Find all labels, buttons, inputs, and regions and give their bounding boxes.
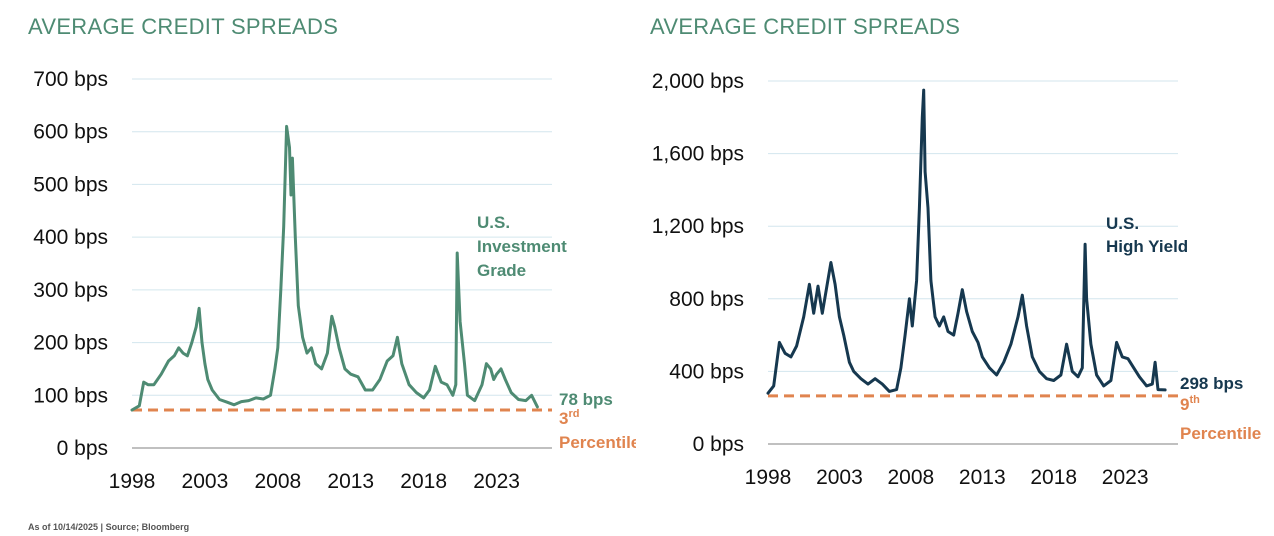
x-tick-label: 2003 bbox=[816, 466, 863, 489]
percentile-ordinal: 9 bbox=[1180, 395, 1189, 414]
y-axis-ticks: 0 bps 100 bps 200 bps 300 bps 400 bps 500 bps… bbox=[33, 68, 108, 460]
y-tick-label: 400 bps bbox=[669, 360, 744, 383]
y-tick-label: 300 bps bbox=[33, 279, 108, 302]
x-tick-label: 2023 bbox=[1102, 466, 1149, 489]
x-tick-label: 2008 bbox=[254, 470, 301, 493]
y-tick-label: 1,600 bps bbox=[652, 143, 744, 166]
y-tick-label: 200 bps bbox=[33, 332, 108, 355]
hy-chart: AVERAGE CREDIT SPREADS 0 bps 400 bps 800 b… bbox=[650, 14, 1261, 489]
source-footnote: As of 10/14/2025 | Source; Bloomberg bbox=[28, 522, 190, 532]
series-line bbox=[130, 124, 539, 412]
chart-title: AVERAGE CREDIT SPREADS bbox=[650, 14, 960, 39]
y-tick-label: 0 bps bbox=[693, 433, 744, 456]
series-label-line: Grade bbox=[477, 261, 526, 280]
percentile-suffix: rd bbox=[568, 408, 579, 420]
x-tick-label: 2018 bbox=[400, 470, 447, 493]
ig-chart: AVERAGE CREDIT SPREADS 0 bps 100 bps 200 b… bbox=[28, 14, 636, 493]
x-tick-label: 1998 bbox=[745, 466, 792, 489]
percentile-word-label: Percentile bbox=[559, 433, 636, 452]
x-tick-label: 1998 bbox=[109, 470, 156, 493]
percentile-ordinal: 3 bbox=[559, 409, 568, 428]
series-label-line: U.S. bbox=[477, 213, 510, 232]
x-tick-label: 2013 bbox=[959, 466, 1006, 489]
y-tick-label: 700 bps bbox=[33, 68, 108, 91]
chart-title: AVERAGE CREDIT SPREADS bbox=[28, 14, 338, 39]
percentile-word-label: Percentile bbox=[1180, 424, 1261, 443]
y-tick-label: 0 bps bbox=[57, 437, 108, 460]
x-tick-label: 2013 bbox=[327, 470, 374, 493]
series-line bbox=[766, 88, 1167, 395]
y-tick-label: 2,000 bps bbox=[652, 70, 744, 93]
series-layer bbox=[130, 124, 539, 412]
series-layer bbox=[766, 88, 1167, 395]
end-value-label: 298 bps bbox=[1180, 374, 1243, 393]
series-label: U.S. High Yield bbox=[1106, 214, 1188, 256]
x-tick-label: 2018 bbox=[1030, 466, 1077, 489]
series-label-line: U.S. bbox=[1106, 214, 1139, 233]
y-tick-label: 1,200 bps bbox=[652, 215, 744, 238]
x-tick-label: 2003 bbox=[182, 470, 229, 493]
x-axis-ticks: 1998 2003 2008 2013 2018 2023 bbox=[745, 466, 1149, 489]
y-axis-ticks: 0 bps 400 bps 800 bps 1,200 bps 1,600 bps 2,0… bbox=[652, 70, 744, 456]
x-tick-label: 2023 bbox=[473, 470, 520, 493]
gridlines bbox=[768, 80, 1178, 445]
series-label-line: Investment bbox=[477, 237, 567, 256]
x-axis-ticks: 1998 2003 2008 2013 2018 2023 bbox=[109, 470, 520, 493]
percentile-rank-label: 9th bbox=[1180, 394, 1200, 414]
end-value-label: 78 bps bbox=[559, 390, 613, 409]
percentile-rank-label: 3rd bbox=[559, 408, 579, 428]
percentile-suffix: th bbox=[1189, 394, 1200, 406]
y-tick-label: 400 bps bbox=[33, 226, 108, 249]
series-label-line: High Yield bbox=[1106, 237, 1188, 256]
y-tick-label: 500 bps bbox=[33, 173, 108, 196]
series-label: U.S. Investment Grade bbox=[477, 213, 567, 280]
y-tick-label: 600 bps bbox=[33, 121, 108, 144]
y-tick-label: 100 bps bbox=[33, 384, 108, 407]
x-tick-label: 2008 bbox=[887, 466, 934, 489]
y-tick-label: 800 bps bbox=[669, 288, 744, 311]
